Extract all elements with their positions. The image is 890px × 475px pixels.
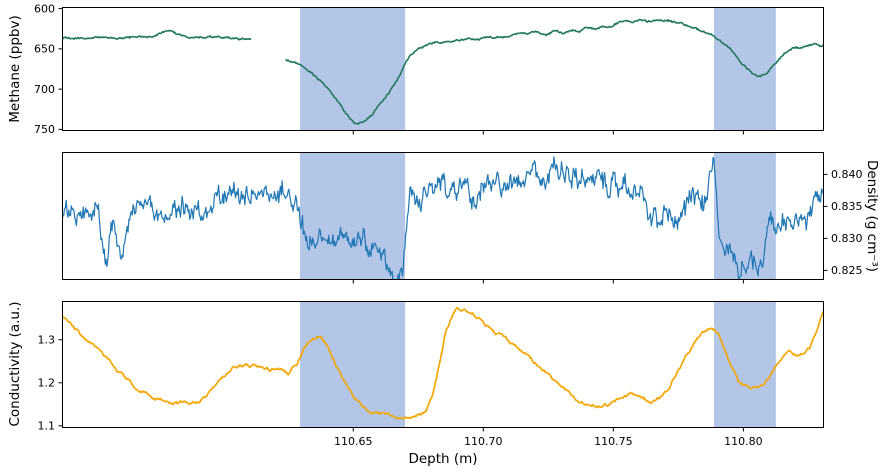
highlight-band: [300, 301, 406, 428]
ytick-label: 1.2: [38, 377, 56, 390]
density-axis-label: Density (g cm⁻³): [864, 159, 880, 273]
highlight-band: [714, 301, 776, 428]
highlight-band: [714, 152, 776, 280]
conductivity-axis-label: Conductivity (a.u.): [7, 301, 23, 427]
density-line: [62, 156, 824, 280]
xtick-label: 110.80: [724, 435, 763, 448]
conductivity-line: [62, 306, 824, 420]
methane-axis-label: Methane (ppbv): [7, 15, 23, 123]
methane-line: [62, 18, 824, 125]
ytick-label: 650: [34, 43, 55, 56]
panel-conductivity: 1.1 1.2 1.3 110.65 110.70 110.75 110.80: [38, 301, 824, 448]
panel-density: 0.825 0.830 0.835 0.840: [62, 152, 863, 284]
ytick-label: 0.825: [831, 264, 863, 277]
ytick-label: 1.1: [38, 420, 56, 433]
ytick-label: 750: [34, 123, 55, 136]
panel-frame: [62, 301, 824, 428]
ytick-label: 0.840: [831, 168, 863, 181]
ytick-label: 600: [34, 2, 55, 15]
highlight-band: [714, 7, 776, 131]
ytick-label: 0.835: [831, 200, 863, 213]
xtick-label: 110.70: [464, 435, 503, 448]
ytick-label: 700: [34, 83, 55, 96]
panel-frame: [62, 7, 824, 131]
xtick-label: 110.75: [594, 435, 633, 448]
panel-methane: 600 650 700 750: [34, 2, 824, 136]
xtick-label: 110.65: [334, 435, 373, 448]
panel-frame: [62, 152, 824, 280]
ytick-label: 0.830: [831, 232, 863, 245]
highlight-band: [300, 152, 406, 280]
x-axis-label: Depth (m): [408, 451, 478, 467]
highlight-band: [300, 7, 406, 131]
ytick-label: 1.3: [38, 334, 56, 347]
